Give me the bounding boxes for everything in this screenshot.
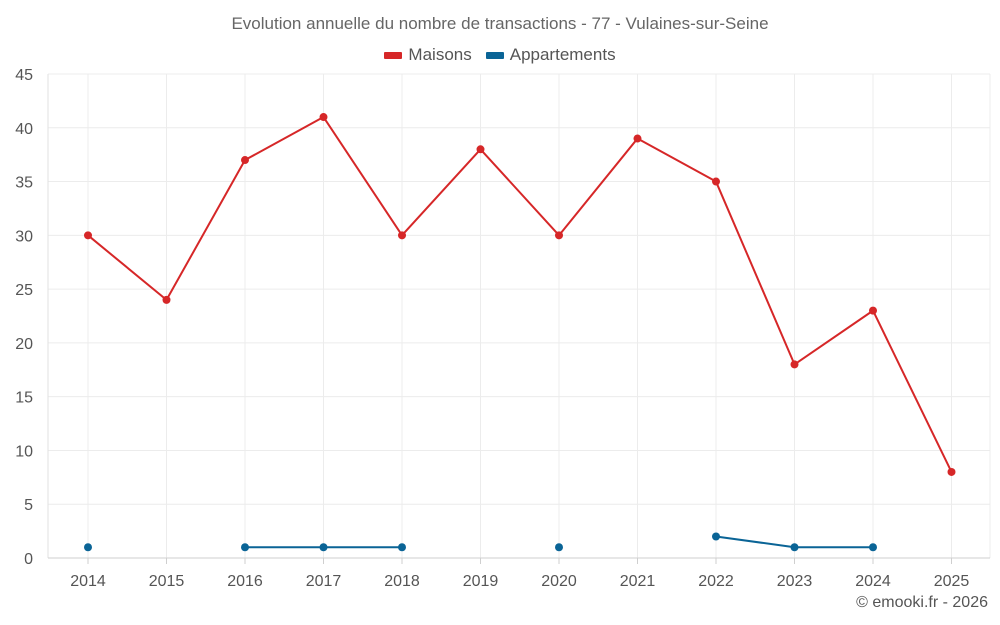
legend-item-appartements[interactable]: Appartements — [485, 45, 616, 65]
x-tick-label: 2015 — [149, 573, 185, 590]
x-tick-label: 2025 — [934, 573, 970, 590]
data-point — [555, 231, 563, 240]
legend-item-maisons[interactable]: Maisons — [384, 45, 472, 65]
x-tick-label: 2023 — [777, 573, 813, 590]
y-tick-label: 25 — [15, 282, 33, 299]
chart-title: Evolution annuelle du nombre de transact… — [231, 14, 769, 33]
data-point — [869, 543, 877, 552]
x-tick-label: 2021 — [620, 573, 656, 590]
data-point — [712, 532, 720, 541]
data-point — [241, 543, 249, 552]
data-point — [84, 231, 92, 240]
data-point — [398, 543, 406, 552]
grid-lines — [48, 73, 990, 558]
series-line — [87, 116, 953, 473]
data-point — [398, 231, 406, 240]
x-tick-label: 2016 — [227, 573, 263, 590]
y-tick-label: 20 — [15, 336, 33, 353]
x-tick-label: 2019 — [463, 573, 499, 590]
data-point — [476, 145, 485, 154]
x-tick-label: 2018 — [384, 573, 420, 590]
legend-swatch-maisons — [384, 51, 403, 59]
y-tick-label: 40 — [15, 121, 33, 138]
legend-label-appartements: Appartements — [509, 45, 616, 64]
y-tick-label: 15 — [15, 390, 33, 407]
data-point — [241, 156, 249, 165]
x-tick-label: 2017 — [306, 573, 342, 590]
legend-swatch-appartements — [485, 51, 504, 59]
data-point — [319, 543, 328, 552]
x-tick-label: 2022 — [698, 573, 734, 590]
credit-text: © emooki.fr - 2026 — [856, 594, 988, 611]
data-point — [555, 543, 563, 552]
series-maisons — [84, 113, 956, 476]
data-point — [790, 360, 799, 369]
x-tick-label: 2020 — [541, 573, 577, 590]
series-appartements — [84, 532, 877, 552]
series-layer — [84, 113, 956, 552]
y-tick-label: 35 — [15, 175, 33, 192]
data-point — [633, 134, 642, 143]
data-point — [869, 306, 877, 315]
y-tick-label: 5 — [24, 497, 33, 514]
y-tick-label: 10 — [15, 443, 33, 460]
y-tick-label: 45 — [15, 67, 33, 84]
x-tick-label: 2014 — [70, 573, 106, 590]
data-point — [712, 177, 720, 186]
data-point — [84, 543, 92, 552]
data-point — [947, 467, 956, 476]
data-point — [319, 113, 328, 122]
y-tick-label: 0 — [24, 551, 33, 568]
x-tick-label: 2024 — [855, 573, 891, 590]
y-tick-label: 30 — [15, 228, 33, 245]
data-point — [790, 543, 799, 552]
data-point — [162, 295, 171, 304]
legend-label-maisons: Maisons — [408, 45, 472, 64]
legend: Maisons Appartements — [0, 45, 1000, 65]
